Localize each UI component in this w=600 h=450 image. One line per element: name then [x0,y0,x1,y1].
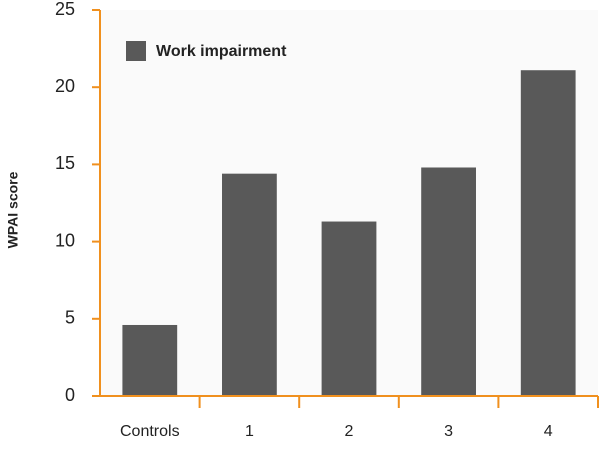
x-tick-label: 1 [245,423,254,440]
y-tick-label: 15 [55,153,75,173]
x-tick-label: 3 [444,423,453,440]
y-tick-label: 25 [55,0,75,19]
bar [321,221,377,396]
y-tick-label: 0 [65,385,75,405]
x-tick-label: 2 [345,423,354,440]
bar [520,70,576,396]
y-tick-label: 5 [65,308,75,328]
legend-label: Work impairment [156,43,287,60]
bar [122,324,178,396]
x-tick-label: Controls [120,423,180,440]
y-axis-label: WPAI score [5,171,21,248]
legend-swatch [126,41,146,61]
bar [421,167,476,396]
bar [222,173,277,396]
x-tick-label: 4 [544,423,553,440]
y-tick-label: 10 [55,230,75,250]
y-tick-label: 20 [55,76,75,96]
